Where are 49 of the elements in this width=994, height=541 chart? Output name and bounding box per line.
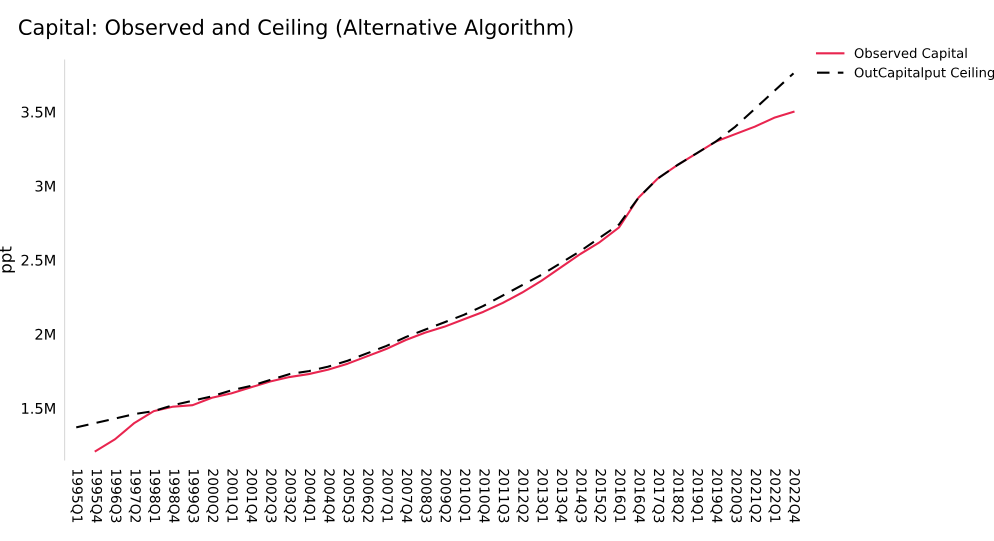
x-tick-label: 2020Q3 — [730, 469, 742, 522]
x-tick-label: 2012Q2 — [516, 469, 529, 522]
x-tick-label: 1996Q3 — [109, 470, 122, 522]
x-tick-label: 2015Q2 — [594, 469, 606, 522]
x-tick-label: 2016Q4 — [632, 469, 645, 523]
x-tick-label: 1998Q4 — [168, 470, 180, 523]
y-tick-label: 2M — [35, 328, 55, 340]
y-tick-label: 2.5M — [22, 254, 55, 266]
x-tick-label: 1995Q1 — [70, 470, 83, 522]
x-tick-label: 2021Q2 — [749, 469, 762, 522]
x-tick-label: 2002Q3 — [264, 469, 277, 522]
x-tick-label: 2000Q2 — [206, 469, 218, 522]
x-tick-label: 2007Q4 — [400, 469, 412, 523]
y-tick-label: 3.5M — [22, 106, 55, 118]
y-tick-label: 3M — [36, 180, 55, 192]
x-tick-label: 2006Q2 — [361, 469, 374, 522]
x-tick-label: 1997Q2 — [128, 470, 141, 522]
x-tick-label: 2005Q3 — [342, 469, 354, 522]
x-tick-label: 2013Q4 — [555, 469, 568, 523]
x-tick-label: 2007Q1 — [380, 469, 393, 522]
x-tick-label: 2014Q3 — [574, 469, 587, 522]
x-tick-label: 2004Q4 — [322, 469, 335, 523]
line-series — [75, 72, 795, 428]
x-tick-label: 1998Q1 — [148, 470, 160, 522]
x-tick-label: 2010Q4 — [478, 469, 490, 523]
x-tick-label: 1995Q4 — [90, 470, 102, 523]
legend-label: Observed Capital — [854, 48, 967, 61]
x-tick-label: 2009Q2 — [438, 469, 452, 522]
x-tick-label: 2022Q4 — [788, 469, 800, 523]
x-tick-label: 1999Q3 — [186, 470, 200, 522]
y-tick-label: 1.5M — [22, 403, 55, 414]
x-tick-label: 2008Q3 — [420, 469, 432, 522]
x-tick-label: 2016Q1 — [613, 469, 626, 522]
x-tick-label: 2001Q4 — [245, 469, 258, 523]
x-tick-label: 2022Q1 — [768, 469, 781, 522]
x-tick-label: 2019Q1 — [690, 469, 704, 522]
x-tick-label: 2017Q3 — [652, 469, 664, 522]
x-tick-label: 2018Q2 — [672, 469, 684, 522]
legend-label: OutCapitalput Ceiling — [854, 67, 994, 80]
x-tick-label: 2013Q1 — [536, 469, 548, 522]
x-tick-label: 2010Q1 — [458, 469, 470, 522]
x-tick-label: 2019Q4 — [710, 469, 722, 523]
x-tick-label: 2011Q3 — [497, 469, 510, 522]
x-tick-label: 2001Q1 — [226, 469, 238, 522]
y-axis-title: ppt — [0, 246, 15, 272]
line-series — [94, 110, 795, 452]
x-tick-label: 2004Q1 — [303, 469, 316, 522]
chart-title: Capital: Observed and Ceiling (Alternative Algorithm) — [19, 18, 572, 40]
x-tick-label: 2003Q2 — [284, 469, 296, 522]
